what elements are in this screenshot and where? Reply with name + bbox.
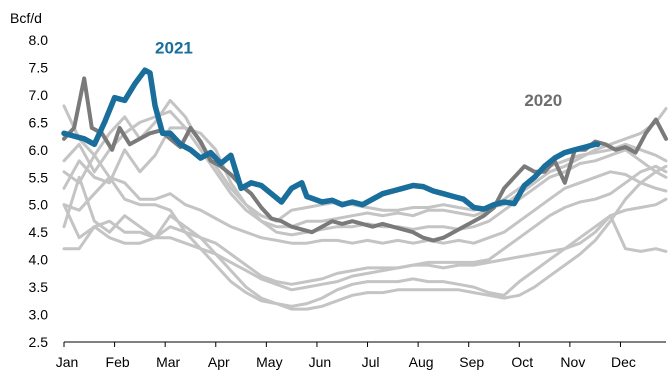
- x-tick-label: Sep: [459, 354, 484, 370]
- y-tick-label: 7.5: [29, 59, 49, 75]
- y-axis: 2.5 3.0 3.5 4.0 4.5 5.0 5.5 6.0 6.5 7.0 7.5 8.0: [29, 32, 49, 350]
- x-tick-label: Feb: [106, 354, 130, 370]
- series-annotations: 2021 2020: [155, 39, 562, 110]
- y-tick-label: 6.0: [29, 142, 49, 158]
- series-line-prior-year: [62, 126, 668, 237]
- x-tick-label: Jun: [309, 354, 332, 370]
- y-tick-label: 3.5: [29, 279, 49, 295]
- y-tick-label: 5.0: [29, 197, 49, 213]
- x-axis: Jan Feb Mar Apr May Jun Jul Aug Sep Oct Nov Dec: [56, 341, 666, 370]
- y-axis-unit-label: Bcf/d: [10, 10, 42, 26]
- x-tick-label: Nov: [560, 354, 585, 370]
- series-line-prior-year: [62, 153, 668, 311]
- series-annotation-2021: 2021: [155, 39, 193, 58]
- y-tick-label: 7.0: [29, 87, 49, 103]
- y-tick-label: 4.0: [29, 252, 49, 268]
- series-line-2021: [61, 67, 601, 212]
- series-lines: [61, 67, 668, 311]
- series-annotation-2020: 2020: [524, 91, 562, 110]
- series-line-prior-year: [62, 164, 668, 286]
- series-line-prior-year: [62, 197, 668, 308]
- series-line-prior-year: [62, 170, 668, 245]
- series-line-prior-year: [62, 214, 668, 292]
- x-tick-label: Jan: [56, 354, 79, 370]
- y-tick-label: 4.5: [29, 224, 49, 240]
- y-tick-label: 3.0: [29, 307, 49, 323]
- x-tick-label: Aug: [409, 354, 434, 370]
- y-tick-label: 8.0: [29, 32, 49, 48]
- y-tick-label: 2.5: [29, 334, 49, 350]
- x-tick-label: May: [256, 354, 282, 370]
- x-tick-label: Apr: [208, 354, 230, 370]
- x-tick-label: Mar: [156, 354, 180, 370]
- x-tick-label: Oct: [511, 354, 533, 370]
- y-tick-label: 5.5: [29, 169, 49, 185]
- y-tick-label: 6.5: [29, 114, 49, 130]
- series-line-prior-year: [62, 109, 668, 229]
- x-tick-label: Jul: [362, 354, 380, 370]
- x-tick-label: Dec: [611, 354, 636, 370]
